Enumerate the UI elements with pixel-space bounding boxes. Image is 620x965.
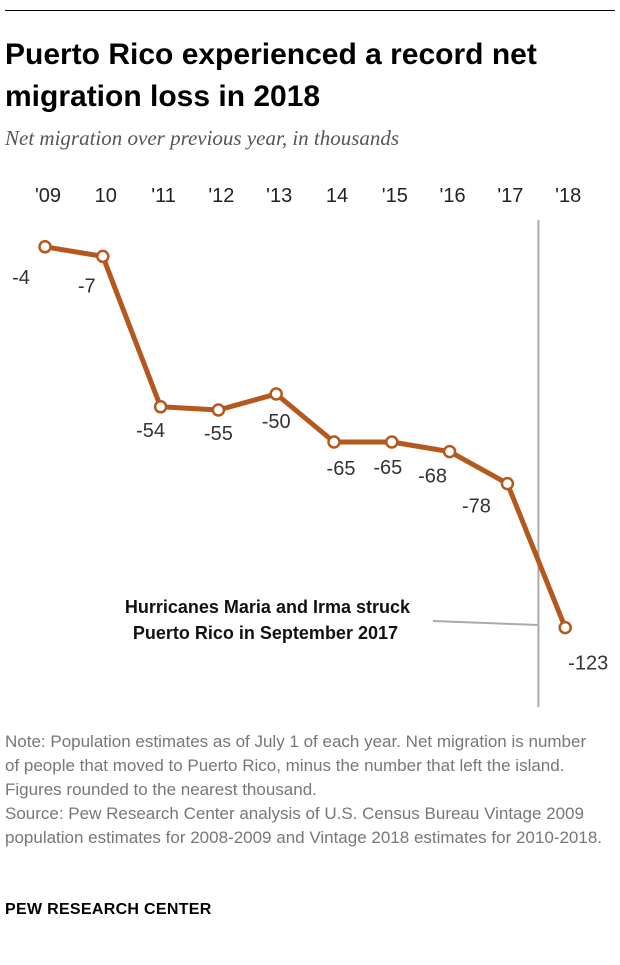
data-point-2 <box>153 400 168 414</box>
data-label-1: -7 <box>78 275 96 297</box>
chart-subtitle: Net migration over previous year, in tho… <box>5 126 400 150</box>
data-label-4: -50 <box>262 411 291 433</box>
note-text: Note: Population estimates as of July 1 … <box>5 732 587 799</box>
x-tick-label: '15 <box>382 185 408 207</box>
annotation-text-line-2: Puerto Rico in September 2017 <box>133 623 398 643</box>
data-label-3: -55 <box>204 423 233 445</box>
x-axis-ticks: '09 10 '11 '12 '13 14 '15 '16 '17 '18 <box>35 185 581 207</box>
x-tick-label: '09 <box>35 185 61 207</box>
data-point-4 <box>269 387 283 401</box>
source-text: Source: Pew Research Center analysis of … <box>5 804 602 847</box>
notes-block: Note: Population estimates as of July 1 … <box>5 730 605 850</box>
data-labels: -4 -7 -54 -55 -50 -65 -65 -68 -78 -123 <box>12 267 608 675</box>
data-label-6: -65 <box>373 457 402 479</box>
data-point-7 <box>442 444 457 459</box>
data-label-8: -78 <box>462 496 491 518</box>
data-point-6 <box>385 435 399 449</box>
data-point-0 <box>38 240 52 254</box>
data-point-9 <box>558 620 572 635</box>
x-tick-label: '17 <box>497 185 523 207</box>
data-label-2: -54 <box>136 420 165 442</box>
data-points <box>38 240 572 635</box>
chart-title: Puerto Rico experienced a record net mig… <box>5 38 537 113</box>
data-label-0: -4 <box>12 267 30 289</box>
x-tick-label: '16 <box>440 185 466 207</box>
data-label-5: -65 <box>327 458 356 480</box>
line-chart: '09 10'11'12'13 14'15'16'17'18 -4 -7-54 -55-… <box>12 185 608 707</box>
data-label-9: -123 <box>568 653 608 675</box>
data-point-5 <box>327 435 341 449</box>
x-tick-label: '12 <box>208 185 234 207</box>
annotation-text-line-1: Hurricanes Maria and Irma struck <box>125 597 411 617</box>
data-label-7: -68 <box>418 466 447 488</box>
data-point-1 <box>96 249 110 264</box>
top-rule <box>5 10 615 11</box>
brand-logo-text: PEW RESEARCH CENTER <box>5 901 212 918</box>
data-point-3 <box>211 403 226 417</box>
x-tick-label: 10 <box>95 185 117 207</box>
x-tick-label: '18 <box>555 185 581 207</box>
data-point-8 <box>500 476 515 491</box>
x-tick-label: '11 <box>151 185 176 207</box>
annotation-leader-line <box>432 620 539 626</box>
x-tick-label: '13 <box>266 185 292 207</box>
x-tick-label: 14 <box>326 185 348 207</box>
series-line-net-migration <box>42 244 568 631</box>
